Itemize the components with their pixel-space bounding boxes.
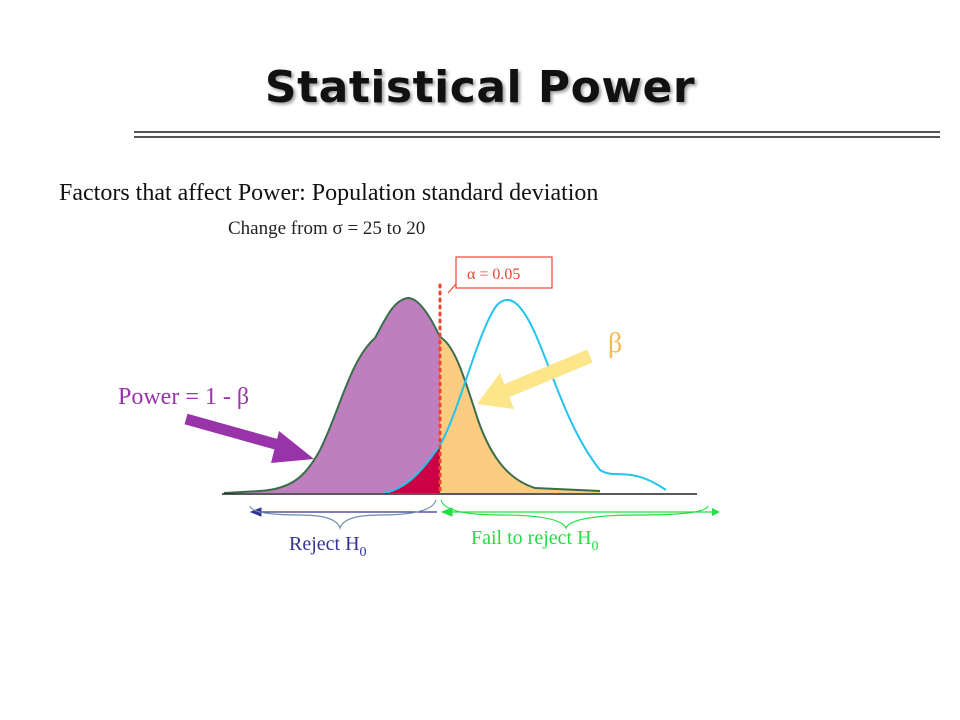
- beta-region: [440, 337, 600, 493]
- slide-title: Statistical Power: [264, 62, 696, 113]
- title-rule-bottom: [134, 136, 940, 138]
- null-distribution-curve: [223, 296, 601, 494]
- beta-arrow-head: [477, 373, 514, 409]
- fail-brace: [440, 499, 709, 530]
- reject-label: Reject H0: [289, 533, 367, 560]
- beta-arrow-shaft: [503, 349, 593, 398]
- beta-label: β: [608, 328, 622, 359]
- power-arrow-shaft: [184, 413, 288, 453]
- slide-subtitle: Factors that affect Power: Population st…: [59, 180, 599, 206]
- power-arrow-head: [271, 431, 314, 463]
- power-label: Power = 1 - β: [118, 384, 249, 410]
- power-region: [224, 298, 440, 493]
- change-note: Change from σ = 25 to 20: [228, 218, 426, 239]
- alpha-region: [385, 445, 440, 493]
- alpha-label: α = 0.05: [467, 266, 520, 283]
- title-rule-top: [134, 131, 940, 133]
- fail-arrow-head-right: [712, 508, 720, 516]
- fail-label: Fail to reject H0: [471, 527, 599, 554]
- alpha-label-box: [455, 256, 553, 289]
- alpha-pointer: [447, 283, 457, 294]
- reject-brace: [249, 499, 437, 531]
